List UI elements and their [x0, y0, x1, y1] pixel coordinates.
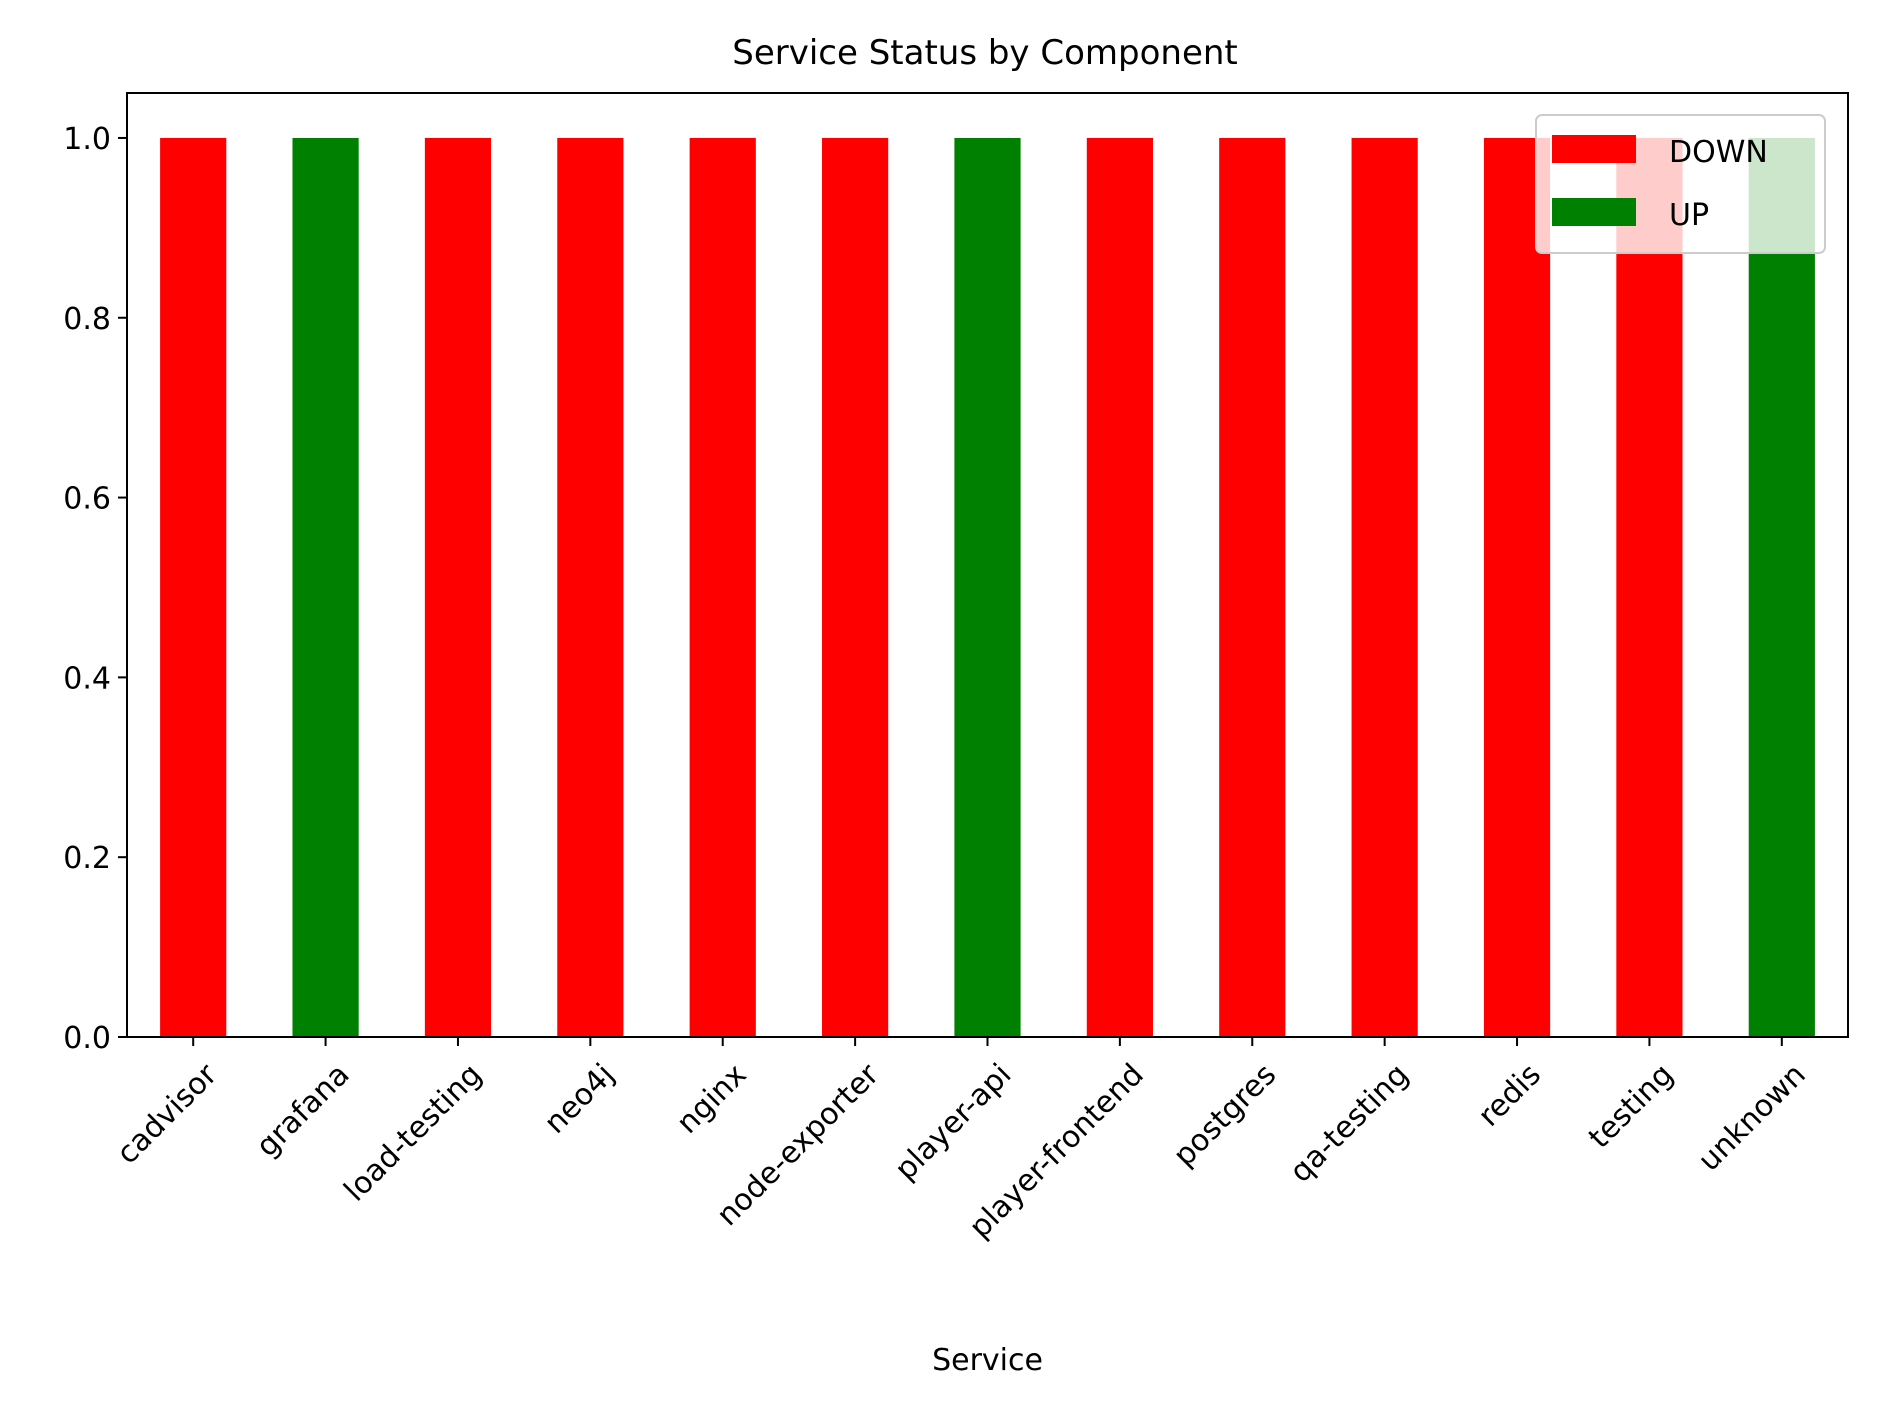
legend-label-down: DOWN: [1669, 135, 1768, 170]
bars-group: [160, 137, 1815, 1037]
bar-load-testing-down: [424, 137, 492, 1037]
plot-frame: [126, 92, 1849, 1038]
x-axis-label: Service: [932, 1343, 1043, 1378]
y-tick-label: 0.0: [63, 1021, 111, 1056]
bar-player-frontend-down: [1086, 137, 1153, 1037]
legend: DOWN UP: [1535, 114, 1826, 254]
legend-swatch-down: [1552, 135, 1636, 163]
bar-redis-down: [1483, 137, 1551, 1037]
bar-qa-testing-down: [1351, 137, 1418, 1037]
y-tick-label: 0.2: [63, 841, 111, 876]
bar-testing-down: [1616, 137, 1683, 1037]
y-tick-label: 0.4: [63, 661, 111, 696]
bar-neo4j-down: [557, 137, 624, 1037]
y-tick-label: 0.6: [63, 482, 111, 517]
legend-label-up: UP: [1669, 198, 1709, 233]
bar-cadvisor-down: [160, 137, 227, 1037]
chart-title: Service Status by Component: [732, 33, 1238, 73]
bar-unknown-up: [1748, 137, 1815, 1037]
bar-player-api-up: [954, 137, 1021, 1037]
legend-swatch-up: [1552, 198, 1636, 226]
bar-nginx-down: [689, 137, 756, 1037]
bar-grafana-up: [292, 137, 359, 1037]
y-tick-label: 1.0: [63, 122, 111, 157]
y-tick-label: 0.8: [63, 302, 111, 337]
bar-node-exporter-down: [822, 137, 889, 1037]
y-axis: 0.0 0.2 0.4 0.6 0.8 1.0: [63, 122, 127, 1056]
bar-postgres-down: [1219, 137, 1286, 1037]
